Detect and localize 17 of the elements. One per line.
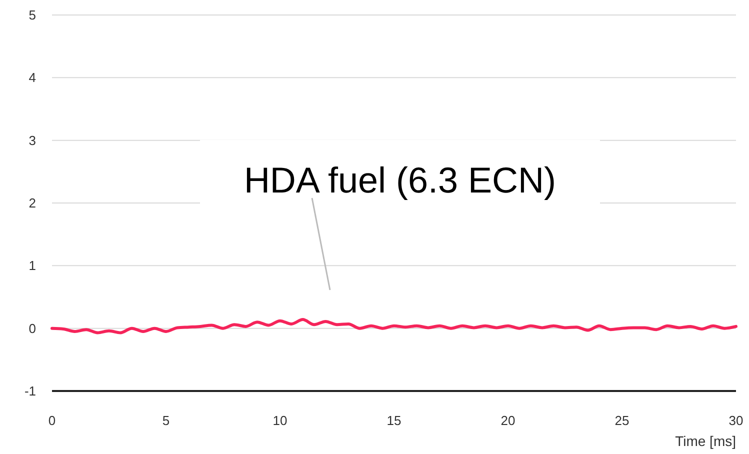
x-tick-label: 10 xyxy=(272,413,288,428)
y-tick-label: 2 xyxy=(28,196,36,211)
y-tick-label: 4 xyxy=(28,70,36,86)
line-series xyxy=(50,318,738,334)
y-tick-label: 3 xyxy=(28,132,36,148)
x-tick-label: 15 xyxy=(386,413,402,428)
y-tick-label: 1 xyxy=(28,258,36,274)
y-tick-label: 0 xyxy=(28,320,36,336)
x-tick-label: 25 xyxy=(614,413,630,428)
x-tick-label: 5 xyxy=(162,413,170,428)
annotation: HDA fuel (6.3 ECN) xyxy=(244,160,556,201)
x-axis-title: Time [ms] xyxy=(675,433,736,449)
y-tick-label: -1 xyxy=(24,384,36,399)
x-tick-label: 0 xyxy=(48,413,56,428)
x-tick-label: 30 xyxy=(728,413,744,428)
y-tick-label: 5 xyxy=(28,8,36,23)
x-tick-label: 20 xyxy=(500,413,516,428)
